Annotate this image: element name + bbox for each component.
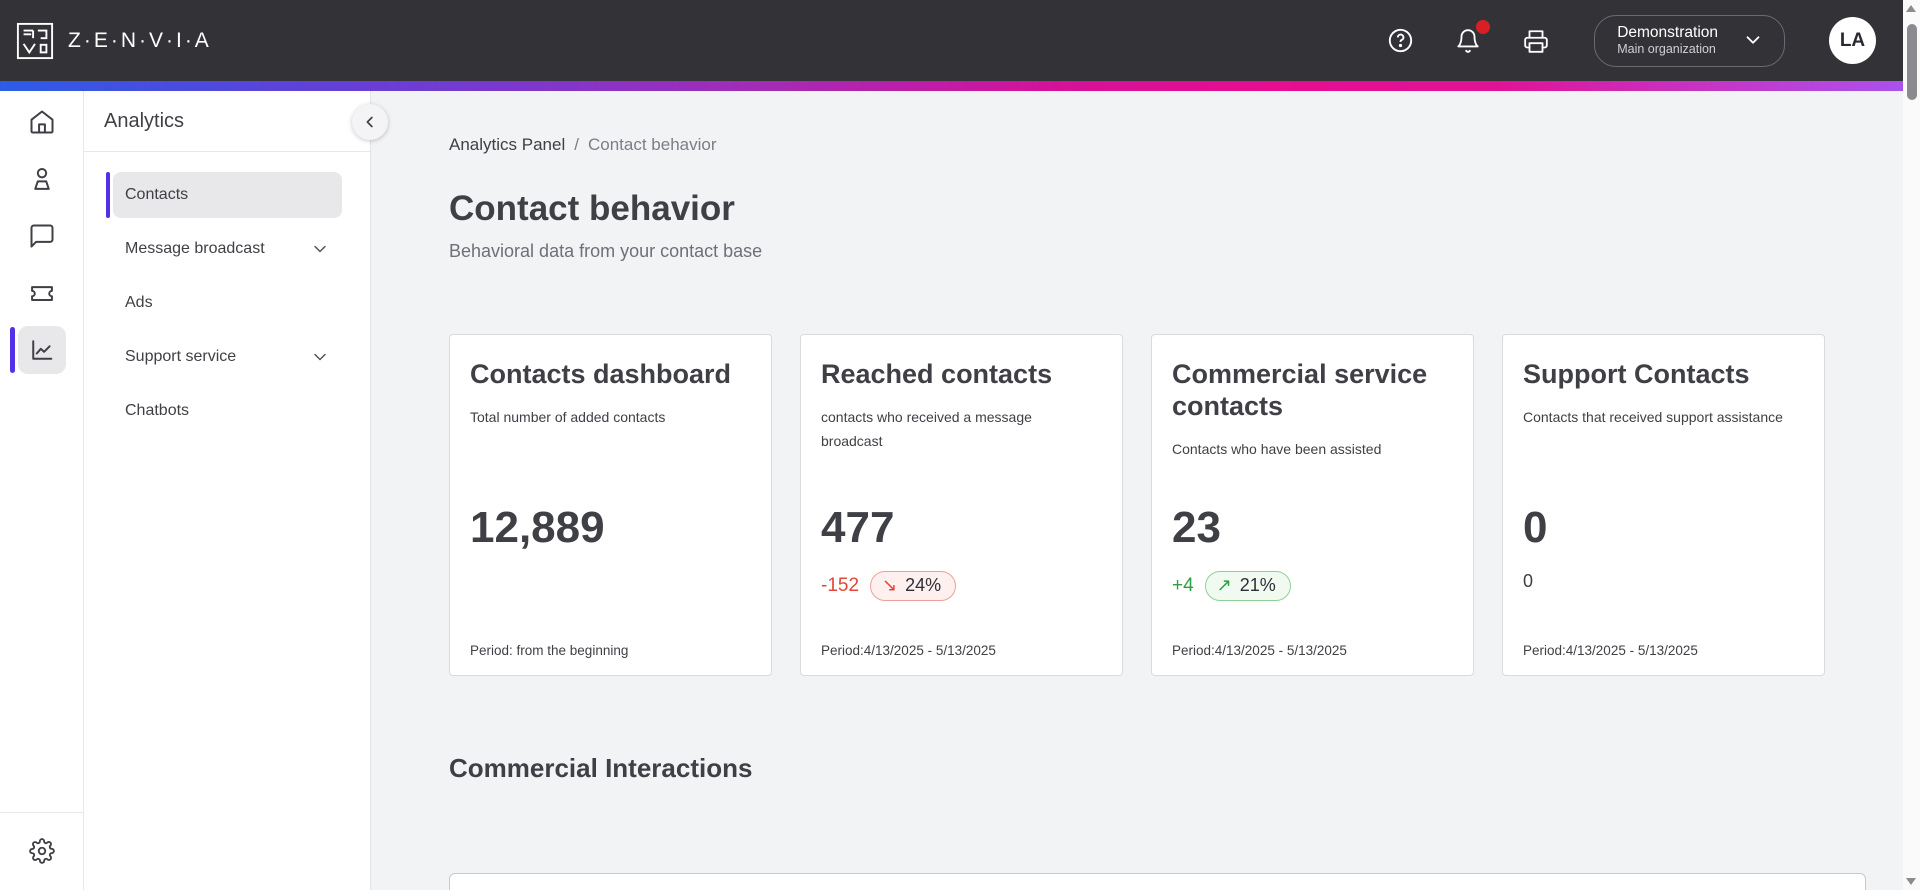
card-delta-row: +4 ↗ 21% <box>1172 571 1291 601</box>
badge-percent: 21% <box>1239 575 1276 595</box>
card-reached-contacts: Reached contacts contacts who received a… <box>800 334 1123 676</box>
help-circle-icon <box>1388 28 1412 53</box>
sidebar-item-tickets[interactable] <box>18 269 66 317</box>
help-button[interactable] <box>1384 25 1416 57</box>
card-title: Contacts dashboard <box>470 359 732 389</box>
breadcrumb-separator: / <box>574 135 579 154</box>
menu-item-ads[interactable]: Ads <box>113 280 342 326</box>
menu-item-support-service[interactable]: Support service <box>113 334 342 380</box>
menu-item-label: Support service <box>125 348 237 365</box>
chevron-left-icon <box>366 116 373 128</box>
brand: Z·E·N·V·I·A <box>16 22 212 60</box>
chevron-down-icon <box>1746 36 1760 44</box>
breadcrumb-current: Contact behavior <box>587 135 717 154</box>
card-title: Support Contacts <box>1523 359 1750 389</box>
scrollbar-thumb[interactable] <box>1906 24 1917 100</box>
delta-value: -152 <box>821 575 860 596</box>
card-value: 12,889 <box>470 503 605 552</box>
sidebar-item-home[interactable] <box>18 98 66 146</box>
section-title-commercial-interactions: Commercial Interactions <box>449 753 753 783</box>
card-title: Reached contacts <box>821 359 1053 389</box>
print-button[interactable] <box>1520 25 1552 57</box>
arrow-up-right-icon: ↗ <box>1216 575 1232 595</box>
sidebar-item-conversations[interactable] <box>18 212 66 260</box>
card-value: 23 <box>1172 503 1221 552</box>
collapse-panel-button[interactable] <box>352 104 388 140</box>
vertical-scrollbar[interactable] <box>1903 0 1920 890</box>
card-period: Period:4/13/2025 - 5/13/2025 <box>821 643 996 658</box>
menu-list: Contacts Message broadcast Ads Support s… <box>84 152 370 434</box>
brand-wordmark: Z·E·N·V·I·A <box>68 28 212 52</box>
badge-percent: 24% <box>905 575 942 595</box>
page-subtitle: Behavioral data from your contact base <box>449 241 763 261</box>
arrow-down-right-icon: ↘ <box>882 575 898 595</box>
menu-item-contacts[interactable]: Contacts <box>106 172 342 218</box>
card-contacts-dashboard: Contacts dashboard Total number of added… <box>449 334 772 676</box>
card-description: Contacts that received support assistanc… <box>1523 408 1783 425</box>
menu-item-label: Contacts <box>125 186 189 203</box>
printer-icon <box>1524 29 1548 53</box>
gear-icon <box>28 838 55 864</box>
card-description: contacts who received a message broadcas… <box>821 408 1032 450</box>
analytics-icon <box>31 340 52 360</box>
active-indicator <box>9 327 15 373</box>
card-commercial-service-contacts: Commercial service contacts Contacts who… <box>1151 334 1474 676</box>
scroll-down-arrow[interactable] <box>1906 878 1916 885</box>
chat-icon <box>30 224 53 248</box>
card-value: 0 <box>1523 503 1548 552</box>
card-delta-row: 0 <box>1523 571 1533 592</box>
menu-item-chatbots[interactable]: Chatbots <box>113 388 342 434</box>
ticket-icon <box>30 286 53 301</box>
card-description: Total number of added contacts <box>470 408 666 425</box>
organization-switcher[interactable]: Demonstration Main organization <box>1594 14 1785 67</box>
delta-value: +4 <box>1172 575 1194 596</box>
zenvia-logo-icon <box>16 22 54 59</box>
analytics-menu-panel: Analytics Contacts Message broadcast Ads… <box>84 91 388 890</box>
contacts-icon <box>33 167 50 190</box>
card-value: 477 <box>821 503 895 552</box>
topbar: Z·E·N·V·I·A Demonstrati <box>0 0 1920 81</box>
notifications-button[interactable] <box>1452 19 1491 57</box>
scroll-up-arrow[interactable] <box>1906 5 1916 12</box>
commercial-interactions-card <box>449 873 1866 890</box>
card-period: Period: from the beginning <box>470 643 629 658</box>
breadcrumb: Analytics Panel / Contact behavior <box>449 135 1920 155</box>
notification-dot <box>1476 19 1491 34</box>
brand-gradient-bar <box>0 81 1920 91</box>
main-content: Analytics Panel / Contact behavior Conta… <box>371 91 1920 890</box>
stat-cards-row: Contacts dashboard Total number of added… <box>449 334 1920 676</box>
trend-badge: ↗ 21% <box>1204 571 1291 601</box>
user-avatar[interactable]: LA <box>1829 17 1876 64</box>
sidebar-item-analytics[interactable] <box>9 326 66 374</box>
panel-title: Analytics <box>84 91 370 152</box>
card-support-contacts: Support Contacts Contacts that received … <box>1502 334 1825 676</box>
card-period: Period:4/13/2025 - 5/13/2025 <box>1523 643 1698 658</box>
settings-button[interactable] <box>18 827 66 875</box>
card-period: Period:4/13/2025 - 5/13/2025 <box>1172 643 1347 658</box>
chevron-down-icon <box>310 347 330 367</box>
home-icon <box>30 110 53 134</box>
active-indicator <box>106 172 110 218</box>
rail-divider <box>0 812 84 813</box>
card-description: Contacts who have been assisted <box>1172 440 1382 457</box>
organization-subtitle: Main organization <box>1617 41 1716 56</box>
breadcrumb-analytics-panel[interactable]: Analytics Panel <box>449 135 566 154</box>
organization-name: Demonstration <box>1617 23 1718 41</box>
menu-item-label: Ads <box>125 294 153 311</box>
menu-item-label: Chatbots <box>125 402 190 419</box>
bell-icon <box>1457 28 1479 53</box>
menu-item-label: Message broadcast <box>125 240 265 257</box>
sidebar-item-contacts[interactable] <box>18 155 66 203</box>
menu-item-message-broadcast[interactable]: Message broadcast <box>113 226 342 272</box>
card-title: Commercial service contacts <box>1172 359 1428 421</box>
card-delta-row: -152 ↘ 24% <box>821 571 957 601</box>
page-title: Contact behavior <box>449 189 735 228</box>
chevron-down-icon <box>310 239 330 259</box>
delta-value: 0 <box>1523 571 1534 591</box>
trend-badge: ↘ 24% <box>870 571 957 601</box>
icon-rail <box>0 91 84 890</box>
topbar-actions: Demonstration Main organization LA <box>1348 14 1876 67</box>
